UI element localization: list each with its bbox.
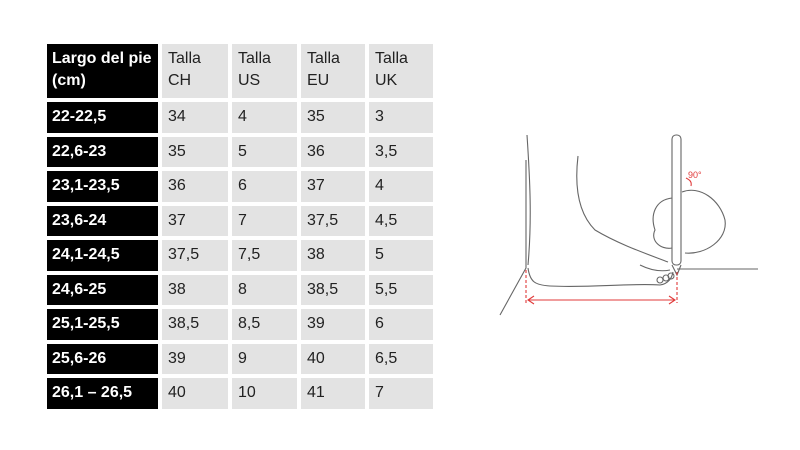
table-cell: 7 — [369, 378, 433, 409]
table-cell: 41 — [301, 378, 365, 409]
row-foot-length: 24,6-25 — [47, 274, 158, 305]
row-foot-length: 25,1-25,5 — [47, 309, 158, 340]
header-foot-length: Largo del pie (cm) — [47, 44, 158, 98]
table-cell: 34 — [162, 102, 228, 133]
header-size-3: Talla EU — [301, 44, 365, 98]
table-cell: 39 — [162, 343, 228, 374]
header-size-2: Talla US — [232, 44, 297, 98]
table-cell: 6 — [232, 171, 297, 202]
table-cell: 37,5 — [301, 205, 365, 236]
header-size-4: Talla UK — [369, 44, 433, 98]
table-cell: 38 — [301, 240, 365, 271]
table-cell: 38 — [162, 274, 228, 305]
table-cell: 6,5 — [369, 343, 433, 374]
row-foot-length: 26,1 – 26,5 — [47, 378, 158, 409]
table-cell: 6 — [369, 309, 433, 340]
table-cell: 36 — [162, 171, 228, 202]
leg-outline — [576, 155, 669, 263]
table-cell: 7 — [232, 205, 297, 236]
table-cell: 38,5 — [301, 274, 365, 305]
table-cell: 5 — [369, 240, 433, 271]
table-cell: 4,5 — [369, 205, 433, 236]
pencil — [671, 134, 682, 266]
table-cell: 7,5 — [232, 240, 297, 271]
row-foot-length: 24,1-24,5 — [47, 240, 158, 271]
row-foot-length: 25,6-26 — [47, 343, 158, 374]
table-cell: 8 — [232, 274, 297, 305]
table-cell: 39 — [301, 309, 365, 340]
row-foot-length: 22,6-23 — [47, 136, 158, 167]
header-size-1: Talla CH — [162, 44, 228, 98]
wall-line — [526, 134, 531, 266]
row-foot-length: 22-22,5 — [47, 102, 158, 133]
table-cell: 37 — [301, 171, 365, 202]
table-cell: 35 — [162, 136, 228, 167]
table-cell: 37,5 — [162, 240, 228, 271]
table-cell: 40 — [162, 378, 228, 409]
row-foot-length: 23,6-24 — [47, 205, 158, 236]
table-cell: 8,5 — [232, 309, 297, 340]
table-cell: 5,5 — [369, 274, 433, 305]
table-cell: 40 — [301, 343, 365, 374]
table-cell: 4 — [232, 102, 297, 133]
table-cell: 10 — [232, 378, 297, 409]
table-cell: 35 — [301, 102, 365, 133]
table-cell: 38,5 — [162, 309, 228, 340]
table-cell: 4 — [369, 171, 433, 202]
table-cell: 3 — [369, 102, 433, 133]
angle-arc — [685, 177, 692, 187]
table-cell: 36 — [301, 136, 365, 167]
table-cell: 3,5 — [369, 136, 433, 167]
hand-outline — [652, 189, 726, 254]
wall-corner — [499, 160, 527, 316]
foot-measurement-illustration: 90° — [499, 134, 758, 316]
table-cell: 9 — [232, 343, 297, 374]
row-foot-length: 23,1-23,5 — [47, 171, 158, 202]
size-table: Largo del pie (cm) Talla CH Talla US Talla … — [47, 44, 433, 409]
table-cell: 37 — [162, 205, 228, 236]
table-cell: 5 — [232, 136, 297, 167]
foot-sole — [527, 267, 674, 288]
angle-label: 90° — [688, 170, 702, 180]
